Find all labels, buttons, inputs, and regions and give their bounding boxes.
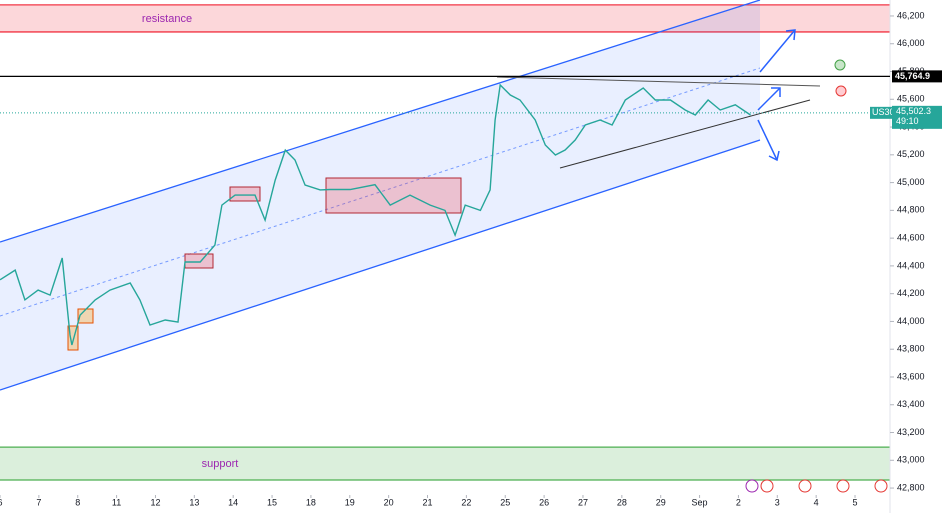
range-box xyxy=(325,177,462,214)
x-tick-label: 12 xyxy=(150,497,160,507)
y-tick-label: 44,800 xyxy=(897,205,925,215)
channel-upper xyxy=(0,0,761,243)
zone xyxy=(0,4,890,32)
x-tick-label: 11 xyxy=(112,497,121,507)
x-tick-label: 8 xyxy=(75,497,80,507)
y-tick-label: 46,200 xyxy=(897,10,925,20)
y-tick-label: 44,200 xyxy=(897,288,925,298)
countdown: 49:10 xyxy=(896,116,919,126)
y-tick-label: 43,600 xyxy=(897,371,925,381)
y-tick-label: 43,200 xyxy=(897,427,925,437)
price-line xyxy=(0,83,751,346)
y-tick-label: 44,400 xyxy=(897,260,925,270)
x-tick-label: 19 xyxy=(345,497,355,507)
range-box xyxy=(229,186,261,202)
x-tick-label: 28 xyxy=(617,497,627,507)
triangle-bottom xyxy=(559,99,811,169)
zone-label: support xyxy=(202,458,239,470)
range-box xyxy=(184,253,214,269)
x-tick-label: 2 xyxy=(736,497,741,507)
channel-fill xyxy=(0,0,760,390)
channel-mid xyxy=(0,67,761,317)
arrows xyxy=(757,29,796,162)
x-tick-label: 21 xyxy=(423,497,433,507)
y-tick-label: 45,200 xyxy=(897,149,925,159)
x-tick-label: 5 xyxy=(853,497,858,507)
marker xyxy=(835,85,847,97)
channel-lower xyxy=(0,139,761,391)
y-tick-label: 43,800 xyxy=(897,344,925,354)
x-tick-label: 20 xyxy=(384,497,394,507)
x-tick-label: 15 xyxy=(267,497,277,507)
y-tick-label: 43,000 xyxy=(897,455,925,465)
symbol-tag xyxy=(870,106,892,119)
price-label: 45,502.3 xyxy=(896,106,931,116)
triangle-top xyxy=(496,76,821,87)
x-tick-label: 4 xyxy=(814,497,819,507)
x-tick-label: 22 xyxy=(461,497,471,507)
range-box xyxy=(67,325,79,351)
x-tick-label: Sep xyxy=(692,497,708,507)
y-tick-label: 44,000 xyxy=(897,316,925,326)
x-tick-label: 27 xyxy=(578,497,588,507)
y-tick-label: 42,800 xyxy=(897,482,925,492)
zone xyxy=(0,447,890,481)
x-tick-label: 26 xyxy=(539,497,549,507)
x-tick-label: 6 xyxy=(0,497,3,507)
x-tick-label: 18 xyxy=(306,497,316,507)
y-tick-label: 43,400 xyxy=(897,399,925,409)
x-tick-label: 13 xyxy=(189,497,199,507)
symbol-label: US30 xyxy=(872,107,895,117)
price-tag xyxy=(892,105,942,129)
x-tick-label: 3 xyxy=(775,497,780,507)
x-tick-label: 14 xyxy=(228,497,238,507)
y-tick-label: 45,600 xyxy=(897,94,925,104)
x-tick-label: 29 xyxy=(656,497,666,507)
x-tick-label: 7 xyxy=(36,497,41,507)
y-tick-label: 46,000 xyxy=(897,38,925,48)
level-tag xyxy=(892,70,942,83)
level-label: 45,764.9 xyxy=(895,71,930,81)
zone-label: resistance xyxy=(142,13,192,25)
y-tick-label: 44,600 xyxy=(897,233,925,243)
event-icons xyxy=(745,479,888,493)
marker xyxy=(834,59,846,71)
x-tick-label: 25 xyxy=(500,497,510,507)
y-tick-label: 45,000 xyxy=(897,177,925,187)
